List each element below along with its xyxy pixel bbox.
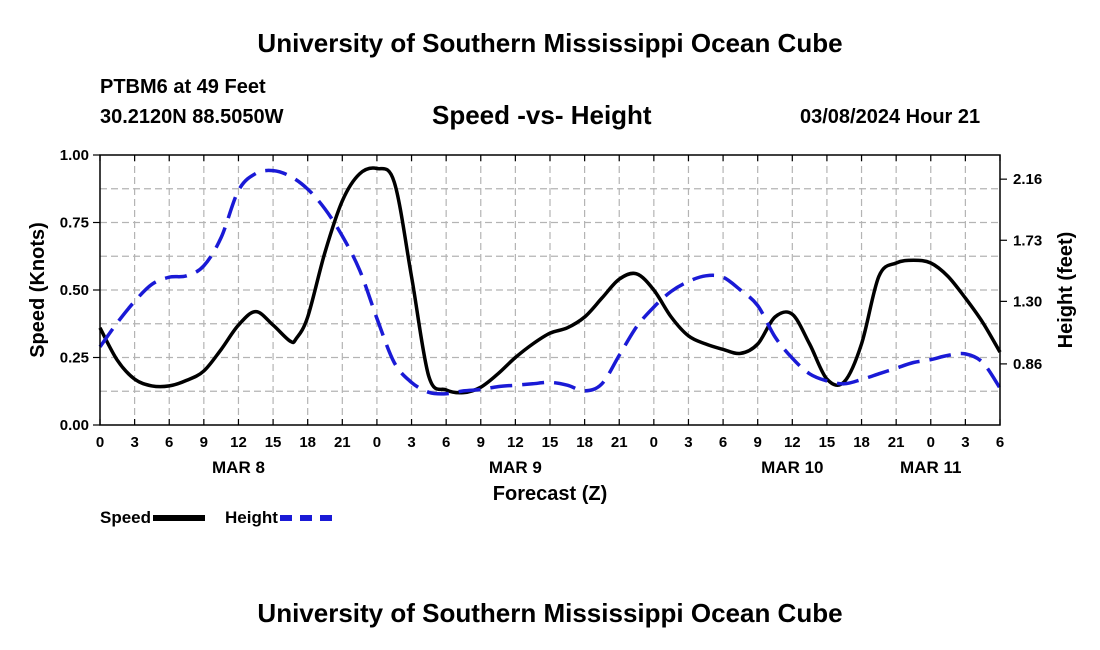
- x-tick-label: 18: [576, 434, 593, 451]
- x-tick-label: 15: [542, 434, 559, 451]
- y-tick-label: 0.00: [60, 417, 89, 434]
- chart-title: Speed -vs- Height: [432, 100, 652, 130]
- speed-series-line: [98, 166, 1002, 395]
- x-axis-label: Forecast (Z): [493, 483, 607, 505]
- page-title: University of Southern Mississippi Ocean…: [257, 28, 843, 58]
- x-tick-label: 9: [754, 434, 762, 451]
- y2-tick-label: 1.73: [1013, 232, 1042, 249]
- x-tick-label: 12: [230, 434, 247, 451]
- x-tick-label: 3: [130, 434, 138, 451]
- x-tick-label: 21: [334, 434, 351, 451]
- x-tick-label: 3: [407, 434, 415, 451]
- legend-speed: Speed: [100, 508, 206, 528]
- series-layer: [98, 166, 1002, 396]
- x-tick-label: 18: [853, 434, 870, 451]
- y2-tick-label: 1.30: [1013, 293, 1042, 310]
- legend-speed-label: Speed: [100, 508, 152, 527]
- y2-axis-label: Height (feet): [1055, 232, 1077, 349]
- station-label: PTBM6 at 49 Feet: [100, 76, 266, 98]
- footer-title: University of Southern Mississippi Ocean…: [257, 598, 843, 628]
- x-tick-label: 21: [888, 434, 905, 451]
- height-series-line: [98, 168, 1002, 396]
- y-axis-label: Speed (Knots): [27, 222, 49, 358]
- x-tick-label: 0: [650, 434, 658, 451]
- y2-tick-label: 2.16: [1013, 171, 1042, 188]
- x-tick-label: 3: [684, 434, 692, 451]
- x-tick-label: 6: [996, 434, 1004, 451]
- legend: Speed Height: [100, 508, 352, 528]
- forecast-datetime: 03/08/2024 Hour 21: [800, 106, 981, 128]
- x-tick-label: 6: [719, 434, 727, 451]
- y2-tick-label: 0.86: [1013, 356, 1042, 373]
- y-tick-label: 0.50: [60, 282, 89, 299]
- axes: 0 3 6 9 12 15 18 21 0 3 6 9 12 15 18 21 0 3 6 9 12 15 18 21 0 3 6 0…: [60, 147, 1042, 477]
- legend-height-swatch: [279, 515, 332, 521]
- station-coordinates: 30.2120N 88.5050W: [100, 106, 284, 128]
- x-tick-label: 12: [784, 434, 801, 451]
- x-tick-label: 0: [96, 434, 104, 451]
- grid: [100, 155, 1000, 425]
- legend-height-label: Height: [225, 508, 278, 527]
- x-tick-label: 9: [477, 434, 485, 451]
- x-tick-label: 3: [961, 434, 969, 451]
- date-label: MAR 11: [900, 458, 961, 477]
- legend-height: Height: [225, 508, 332, 528]
- x-tick-label: 12: [507, 434, 524, 451]
- y-tick-label: 0.25: [60, 350, 89, 367]
- date-label: MAR 9: [489, 458, 542, 477]
- legend-speed-swatch: [153, 515, 206, 521]
- x-tick-label: 6: [442, 434, 450, 451]
- y-tick-label: 0.75: [60, 215, 89, 232]
- x-tick-label: 15: [819, 434, 836, 451]
- x-tick-label: 9: [200, 434, 208, 451]
- x-tick-label: 0: [927, 434, 935, 451]
- x-tick-label: 6: [165, 434, 173, 451]
- x-tick-label: 18: [299, 434, 316, 451]
- x-tick-label: 21: [611, 434, 628, 451]
- y-tick-label: 1.00: [60, 147, 89, 164]
- x-tick-label: 0: [373, 434, 381, 451]
- x-tick-label: 15: [265, 434, 282, 451]
- date-label: MAR 8: [212, 458, 265, 477]
- date-label: MAR 10: [761, 458, 823, 477]
